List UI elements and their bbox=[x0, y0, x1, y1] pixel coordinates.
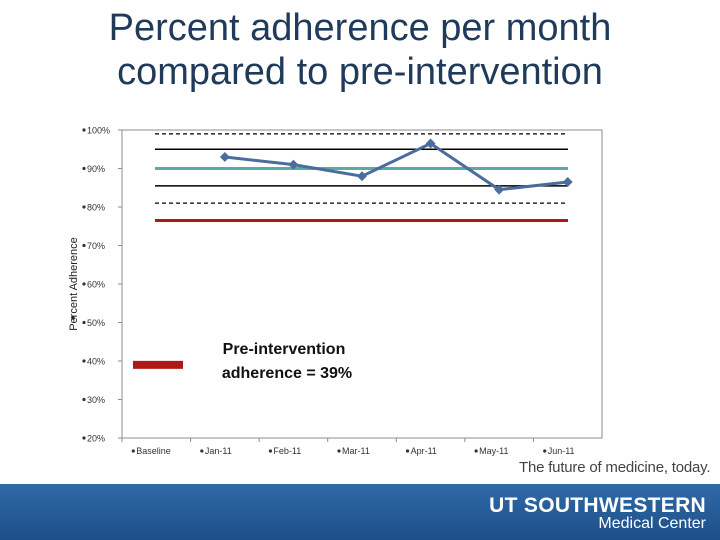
y-axis-title: Percent Adherence bbox=[68, 237, 80, 331]
y-tick-bullet bbox=[82, 320, 86, 325]
y-tick-label: 50% bbox=[87, 318, 105, 328]
series-line-1 bbox=[224, 141, 568, 192]
x-tick-bullet bbox=[337, 449, 341, 453]
x-tick-label: Jun-11 bbox=[548, 446, 575, 456]
x-tick-bullet bbox=[268, 449, 273, 453]
x-tick-bullet bbox=[200, 449, 204, 453]
title-line-2: compared to pre-intervention bbox=[117, 51, 603, 93]
pre-intervention-label-2: adherence = 39% bbox=[222, 365, 352, 382]
x-tick-bullet bbox=[405, 449, 410, 453]
y-tick-bullet bbox=[82, 205, 86, 209]
y-tick-bullet bbox=[82, 243, 86, 248]
tagline: The future of medicine, today. bbox=[519, 459, 711, 476]
pre-intervention-label-1: Pre-intervention bbox=[223, 341, 346, 358]
y-tick-bullet bbox=[82, 397, 86, 402]
y-tick-label: 80% bbox=[87, 203, 105, 213]
data-point bbox=[288, 159, 299, 170]
data-point bbox=[562, 177, 573, 187]
data-point bbox=[219, 152, 230, 162]
x-tick-label: Baseline bbox=[136, 446, 171, 456]
y-tick-bullet bbox=[82, 359, 86, 363]
y-tick-bullet bbox=[82, 166, 86, 171]
data-point bbox=[494, 184, 505, 195]
y-axis-title-bullet bbox=[71, 316, 75, 320]
y-tick-label: 60% bbox=[87, 280, 105, 290]
y-tick-bullet bbox=[82, 282, 86, 286]
y-tick-label: 30% bbox=[87, 395, 105, 405]
x-tick-label: May-11 bbox=[479, 446, 508, 456]
adherence-line-chart: 100% 90% 80% 70% 60% 50% 40% 30% 20% Percent Adhe… bbox=[68, 126, 603, 456]
x-tick-label: Feb-11 bbox=[273, 446, 301, 456]
y-tick-label: 70% bbox=[87, 241, 105, 251]
y-tick-bullet bbox=[82, 128, 86, 132]
y-tick-label: 100% bbox=[87, 126, 110, 136]
logo-subtext: Medical Center bbox=[598, 515, 706, 532]
slide-title: Percent adherence per month compared to … bbox=[0, 6, 720, 94]
x-tick-bullet bbox=[131, 449, 135, 453]
x-tick-label: Apr-11 bbox=[411, 446, 437, 456]
title-line-1: Percent adherence per month bbox=[108, 7, 612, 49]
data-point bbox=[425, 138, 436, 149]
x-tick-label: Mar-11 bbox=[342, 446, 370, 456]
data-point bbox=[357, 171, 367, 182]
logo-text: UT SOUTHWESTERN bbox=[489, 494, 706, 517]
y-tick-label: 90% bbox=[87, 164, 105, 174]
x-tick-label: Jan-11 bbox=[205, 446, 232, 456]
x-tick-bullet bbox=[543, 449, 547, 453]
y-tick-label: 40% bbox=[87, 357, 105, 367]
footer-bar: UT SOUTHWESTERN Medical Center bbox=[0, 484, 720, 540]
y-tick-bullet bbox=[82, 436, 86, 440]
pre-intervention-bar bbox=[133, 360, 183, 369]
x-tick-bullet bbox=[474, 449, 478, 453]
y-tick-label: 20% bbox=[87, 434, 105, 444]
